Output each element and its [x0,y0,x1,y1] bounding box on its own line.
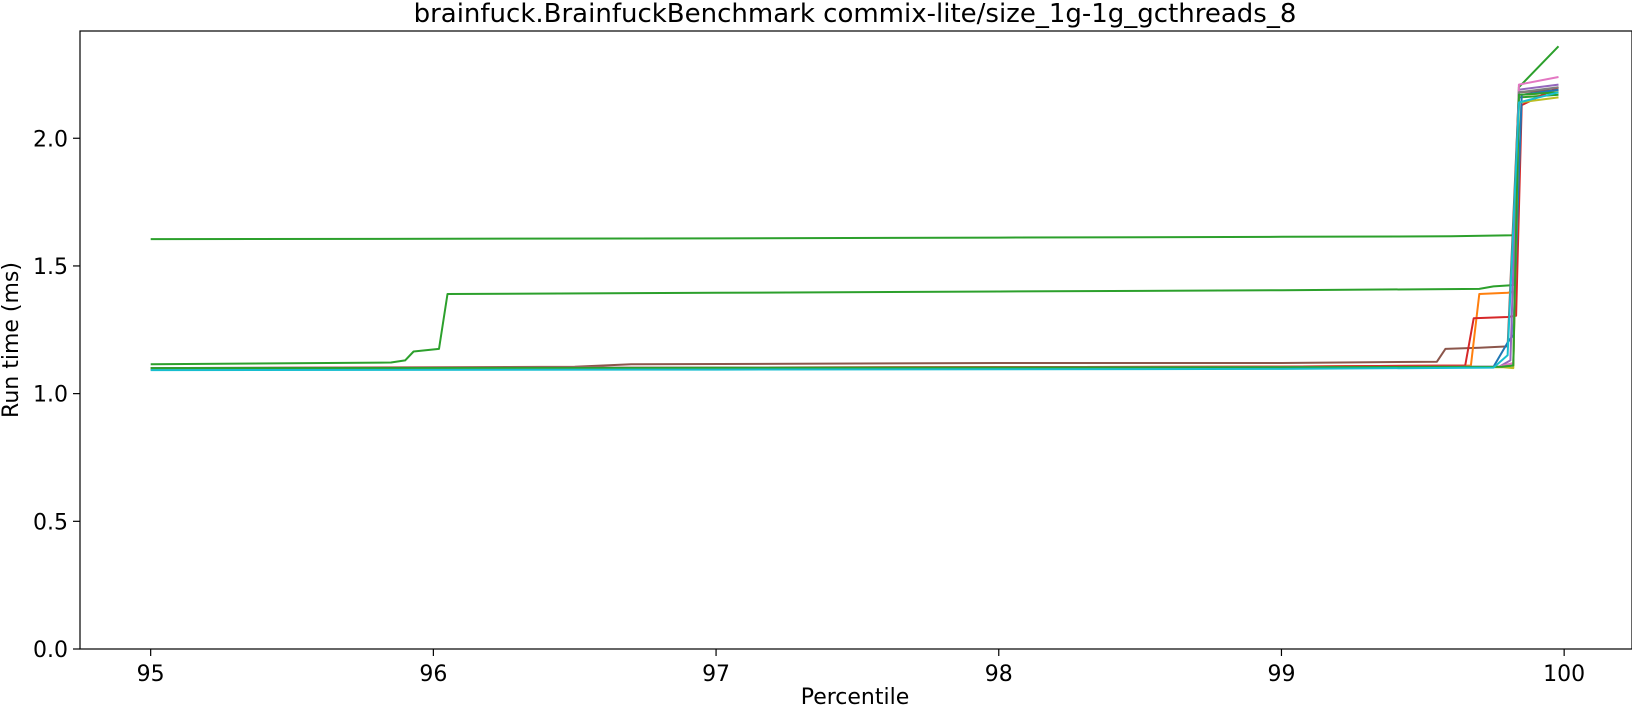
series-line-3 [150,88,1559,370]
series-line-5 [150,86,1559,370]
series-line-11 [150,91,1559,370]
x-tick-label: 98 [985,662,1013,687]
x-tick-label: 95 [137,662,165,687]
y-tick-label: 1.5 [33,255,68,280]
y-tick-label: 0.0 [33,638,68,663]
chart-title: brainfuck.BrainfuckBenchmark commix-lite… [414,0,1297,29]
y-tick-label: 2.0 [33,127,68,152]
series-line-7 [150,83,1559,371]
y-axis: 0.0 0.5 1.0 1.5 2.0 [33,127,80,663]
series-line-6 [150,88,1559,371]
series-line-9 [150,86,1559,370]
y-axis-label: Run time (ms) [0,262,24,418]
series-line-4 [150,91,1559,370]
series-lines [150,45,1560,372]
x-axis: 95 96 97 98 99 100 [137,649,1585,687]
x-axis-label: Percentile [801,685,910,710]
y-tick-label: 0.5 [33,510,68,535]
series-line-8 [150,76,1559,370]
x-tick-label: 100 [1543,662,1585,687]
series-line-1 [150,45,1560,241]
series-line-10 [150,96,1559,370]
x-tick-label: 96 [419,662,447,687]
plot-area-frame [79,30,1632,650]
y-tick-label: 1.0 [33,383,68,408]
x-tick-label: 99 [1267,662,1295,687]
x-tick-label: 97 [702,662,730,687]
series-line-12 [150,91,1559,372]
series-line-2 [150,93,1559,366]
